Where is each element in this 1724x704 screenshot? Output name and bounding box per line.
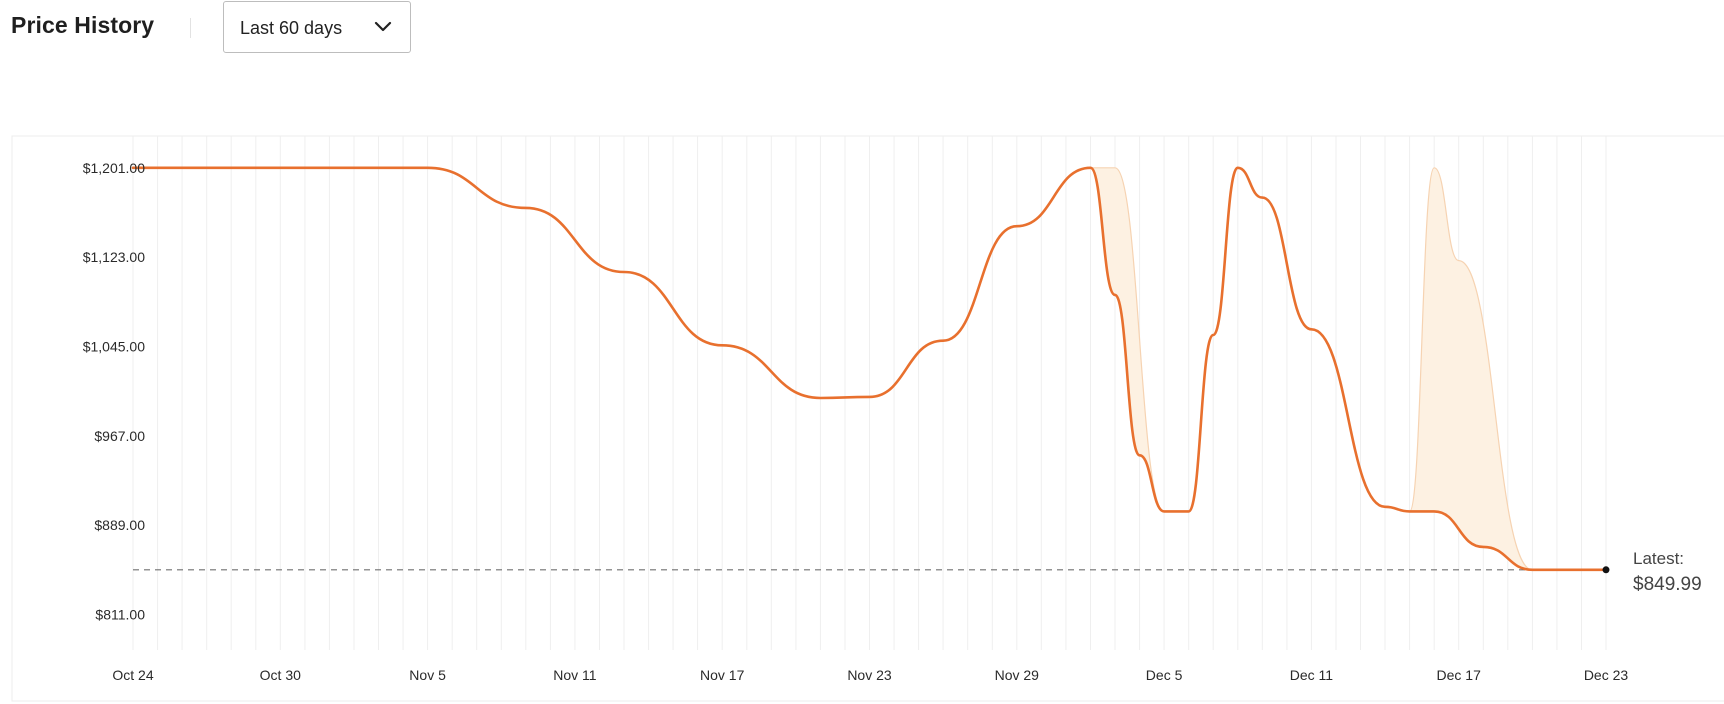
x-tick-label: Oct 24 <box>112 667 153 683</box>
header-divider <box>190 18 191 38</box>
latest-value: $849.99 <box>1633 574 1702 595</box>
price-range-band <box>1409 167 1533 571</box>
y-tick-label: $1,201.00 <box>83 160 145 176</box>
price-history-chart-area: $1,201.00 $1,123.00 $1,045.00 $967.00 $889.0… <box>0 130 1724 704</box>
x-tick-label: Nov 5 <box>409 667 446 683</box>
y-tick-label: $811.00 <box>95 607 145 623</box>
price-series-line <box>131 166 1608 572</box>
price-line-layer <box>131 166 1610 574</box>
date-range-selected-value: Last 60 days <box>240 18 343 38</box>
x-tick-label: Dec 5 <box>1146 667 1183 683</box>
date-range-select[interactable]: Last 60 days <box>223 1 411 53</box>
grid-lines <box>132 136 1607 650</box>
x-tick-label: Dec 23 <box>1584 667 1629 683</box>
y-tick-label: $1,123.00 <box>83 249 145 265</box>
x-tick-label: Nov 29 <box>995 667 1040 683</box>
x-tick-label: Dec 11 <box>1290 667 1334 683</box>
latest-label: Latest: <box>1633 549 1684 568</box>
y-tick-label: $889.00 <box>94 517 145 533</box>
x-axis-tick-labels: Oct 24 Oct 30 Nov 5 Nov 11 Nov 17 Nov 23 Nov 2… <box>112 667 1628 683</box>
price-history-chart: $1,201.00 $1,123.00 $1,045.00 $967.00 $889.0… <box>11 135 1724 702</box>
plot-frame <box>11 135 1724 702</box>
price-history-header: Price History Last 60 days <box>0 0 1724 60</box>
x-tick-label: Dec 17 <box>1437 667 1482 683</box>
page-title: Price History <box>11 12 155 38</box>
chevron-down-icon <box>374 21 392 32</box>
x-tick-label: Nov 17 <box>700 667 745 683</box>
y-tick-label: $967.00 <box>94 428 145 444</box>
x-tick-label: Nov 23 <box>847 667 892 683</box>
x-tick-label: Oct 30 <box>260 667 301 683</box>
latest-price-marker[interactable] <box>1602 566 1610 574</box>
y-axis-tick-labels: $1,201.00 $1,123.00 $1,045.00 $967.00 $889.0… <box>83 160 146 623</box>
x-tick-label: Nov 11 <box>553 667 597 683</box>
y-tick-label: $1,045.00 <box>83 339 145 355</box>
latest-price-annotation: Latest: $849.99 <box>1633 549 1702 595</box>
